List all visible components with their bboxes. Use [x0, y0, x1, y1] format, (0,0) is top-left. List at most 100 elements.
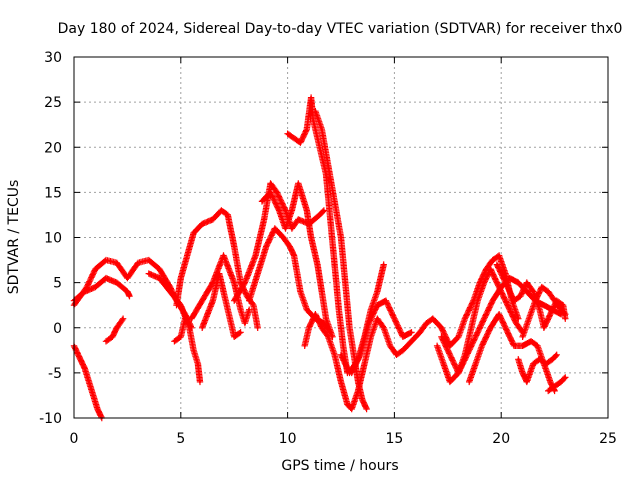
- data-point: [305, 308, 308, 311]
- data-point: [284, 209, 287, 212]
- data-point: [243, 322, 247, 325]
- data-point: [365, 407, 368, 411]
- data-point: [309, 236, 313, 239]
- data-point: [329, 218, 332, 221]
- data-point: [96, 407, 99, 411]
- data-point: [324, 317, 328, 320]
- y-tick-label: 15: [44, 185, 62, 201]
- data-point: [292, 137, 296, 140]
- data-point: [517, 358, 520, 361]
- data-point: [553, 385, 556, 388]
- data-point: [339, 380, 343, 384]
- data-point: [284, 227, 287, 230]
- y-tick-label: 0: [53, 321, 62, 337]
- data-point: [190, 317, 193, 320]
- data-point: [179, 276, 182, 280]
- data-point: [211, 218, 214, 221]
- data-point: [233, 245, 236, 248]
- data-point: [233, 281, 236, 284]
- data-point: [318, 213, 321, 217]
- data-point: [282, 236, 285, 239]
- data-point: [222, 290, 225, 293]
- data-point: [226, 213, 229, 217]
- data-point: [457, 371, 460, 375]
- data-point: [435, 344, 439, 347]
- data-point: [186, 254, 189, 257]
- data-point: [218, 272, 221, 275]
- data-point: [320, 326, 323, 329]
- data-point: [538, 358, 541, 361]
- data-point: [201, 326, 204, 329]
- data-point: [376, 317, 379, 320]
- data-point: [299, 141, 302, 144]
- data-point: [542, 304, 546, 307]
- data-point: [352, 353, 355, 356]
- data-point: [256, 326, 259, 329]
- data-point: [418, 331, 422, 334]
- data-point: [512, 344, 516, 347]
- data-point: [536, 344, 539, 347]
- data-point: [115, 281, 118, 284]
- x-tick-label: 0: [70, 431, 79, 447]
- data-point: [457, 335, 460, 338]
- data-point: [525, 281, 528, 284]
- data-point: [192, 349, 195, 352]
- data-point: [542, 326, 546, 329]
- data-point: [173, 340, 176, 343]
- series-arc-12: [258, 180, 336, 340]
- data-point: [147, 272, 150, 275]
- series-arc-14: [312, 108, 370, 413]
- data-point: [277, 209, 281, 212]
- data-point: [303, 344, 306, 347]
- data-point: [474, 362, 477, 366]
- data-point: [269, 182, 272, 185]
- series-arc-11: [246, 225, 334, 336]
- data-point: [94, 285, 97, 289]
- data-point: [517, 281, 520, 284]
- data-point: [314, 313, 317, 316]
- data-point: [440, 335, 443, 338]
- data-point: [393, 317, 396, 320]
- data-point: [564, 313, 567, 316]
- data-point: [369, 308, 373, 311]
- data-point: [314, 110, 317, 113]
- data-point: [239, 331, 242, 334]
- data-point: [168, 290, 172, 293]
- data-point: [275, 191, 279, 194]
- data-point: [312, 119, 315, 122]
- data-point: [121, 317, 125, 320]
- data-point: [440, 326, 443, 329]
- data-point: [292, 254, 296, 257]
- data-point: [504, 272, 507, 275]
- series-arc-8: [188, 252, 253, 327]
- y-tick-label: 30: [44, 50, 62, 66]
- series-arc-13: [284, 94, 351, 377]
- data-point: [94, 267, 97, 271]
- data-point: [339, 353, 343, 356]
- data-point: [512, 299, 516, 302]
- data-point: [269, 191, 272, 194]
- data-point: [341, 344, 345, 347]
- data-point: [297, 218, 300, 221]
- data-point: [318, 146, 321, 149]
- data-point: [115, 261, 118, 264]
- data-point: [104, 258, 108, 262]
- data-point: [361, 398, 364, 402]
- data-point: [369, 335, 373, 338]
- series-arc-9: [199, 270, 244, 340]
- data-point: [500, 285, 503, 289]
- data-point: [201, 299, 204, 302]
- data-point: [502, 295, 505, 298]
- data-point: [538, 308, 541, 311]
- data-point: [104, 276, 108, 280]
- data-point: [367, 322, 370, 325]
- data-point: [111, 335, 114, 338]
- data-point: [442, 362, 445, 366]
- data-point: [508, 276, 511, 280]
- data-point: [431, 317, 434, 320]
- data-point: [179, 335, 182, 338]
- data-point: [128, 295, 131, 298]
- y-tick-label: 5: [53, 276, 62, 292]
- data-point: [470, 326, 473, 329]
- data-point: [504, 281, 507, 284]
